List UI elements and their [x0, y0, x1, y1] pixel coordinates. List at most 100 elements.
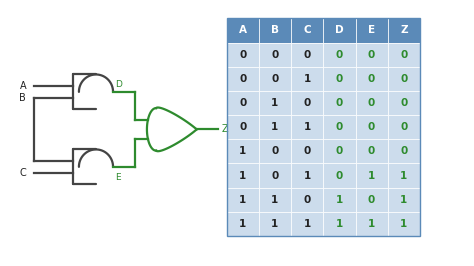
- Text: 1: 1: [239, 146, 246, 156]
- Text: 0: 0: [400, 146, 408, 156]
- Bar: [227, 139, 259, 164]
- Text: 0: 0: [239, 74, 246, 84]
- Bar: [227, 18, 259, 43]
- Bar: [291, 67, 323, 91]
- Bar: [291, 18, 323, 43]
- Bar: [259, 115, 291, 139]
- Bar: [356, 43, 388, 67]
- Bar: [323, 67, 356, 91]
- Bar: [323, 91, 356, 115]
- Bar: [291, 212, 323, 236]
- Text: 0: 0: [368, 50, 375, 60]
- Bar: [259, 91, 291, 115]
- Text: 0: 0: [271, 74, 279, 84]
- Bar: [323, 18, 356, 43]
- Text: 1: 1: [400, 219, 408, 229]
- Text: 1: 1: [368, 171, 375, 181]
- Text: 1: 1: [239, 219, 246, 229]
- Bar: [227, 18, 420, 236]
- Bar: [291, 188, 323, 212]
- Bar: [227, 67, 259, 91]
- Bar: [259, 188, 291, 212]
- Text: Z: Z: [400, 26, 408, 35]
- Text: 1: 1: [400, 171, 408, 181]
- Bar: [388, 188, 420, 212]
- Text: 0: 0: [368, 195, 375, 205]
- Text: 1: 1: [271, 98, 279, 108]
- Text: 0: 0: [271, 171, 279, 181]
- Text: C: C: [19, 168, 26, 178]
- Text: A: A: [19, 81, 26, 91]
- Bar: [356, 212, 388, 236]
- Text: E: E: [115, 173, 121, 182]
- Text: 0: 0: [303, 50, 311, 60]
- Bar: [323, 43, 356, 67]
- Text: D: D: [115, 80, 122, 89]
- Text: B: B: [19, 93, 26, 103]
- Text: 1: 1: [303, 122, 311, 132]
- Text: 1: 1: [271, 122, 279, 132]
- Text: 0: 0: [368, 122, 375, 132]
- Text: 0: 0: [303, 98, 311, 108]
- Bar: [291, 115, 323, 139]
- Text: 0: 0: [400, 98, 408, 108]
- Text: 0: 0: [400, 74, 408, 84]
- Text: 0: 0: [336, 98, 343, 108]
- Text: 1: 1: [239, 171, 246, 181]
- Bar: [227, 164, 259, 188]
- Text: 1: 1: [336, 219, 343, 229]
- Text: A: A: [239, 26, 246, 35]
- Text: 0: 0: [239, 122, 246, 132]
- Bar: [323, 139, 356, 164]
- Bar: [291, 91, 323, 115]
- Bar: [227, 188, 259, 212]
- Bar: [259, 43, 291, 67]
- Bar: [356, 115, 388, 139]
- Text: B: B: [271, 26, 279, 35]
- Bar: [388, 164, 420, 188]
- Text: 1: 1: [336, 195, 343, 205]
- Text: 0: 0: [336, 146, 343, 156]
- Bar: [388, 18, 420, 43]
- Bar: [291, 164, 323, 188]
- Text: 0: 0: [336, 171, 343, 181]
- Bar: [356, 67, 388, 91]
- Text: E: E: [368, 26, 375, 35]
- Bar: [259, 18, 291, 43]
- Bar: [356, 188, 388, 212]
- Bar: [356, 164, 388, 188]
- Text: 0: 0: [239, 98, 246, 108]
- Text: D: D: [335, 26, 344, 35]
- Bar: [227, 43, 259, 67]
- Text: 0: 0: [303, 195, 311, 205]
- Text: 0: 0: [271, 146, 279, 156]
- Text: Z: Z: [221, 124, 228, 134]
- Text: 0: 0: [336, 74, 343, 84]
- Text: 0: 0: [336, 122, 343, 132]
- Text: 0: 0: [239, 50, 246, 60]
- Text: 1: 1: [271, 195, 279, 205]
- Bar: [259, 139, 291, 164]
- Text: 1: 1: [400, 195, 408, 205]
- Text: 1: 1: [239, 195, 246, 205]
- Bar: [323, 164, 356, 188]
- Bar: [388, 67, 420, 91]
- Text: 0: 0: [368, 74, 375, 84]
- Text: 1: 1: [303, 171, 311, 181]
- Text: 1: 1: [368, 219, 375, 229]
- Bar: [356, 18, 388, 43]
- Text: 0: 0: [368, 98, 375, 108]
- Bar: [388, 212, 420, 236]
- Bar: [227, 212, 259, 236]
- Bar: [323, 115, 356, 139]
- Text: 0: 0: [400, 50, 408, 60]
- Bar: [259, 67, 291, 91]
- Bar: [388, 139, 420, 164]
- Text: 0: 0: [303, 146, 311, 156]
- Text: 1: 1: [303, 74, 311, 84]
- Text: 1: 1: [303, 219, 311, 229]
- Bar: [259, 212, 291, 236]
- Bar: [388, 91, 420, 115]
- Text: 0: 0: [336, 50, 343, 60]
- Bar: [356, 139, 388, 164]
